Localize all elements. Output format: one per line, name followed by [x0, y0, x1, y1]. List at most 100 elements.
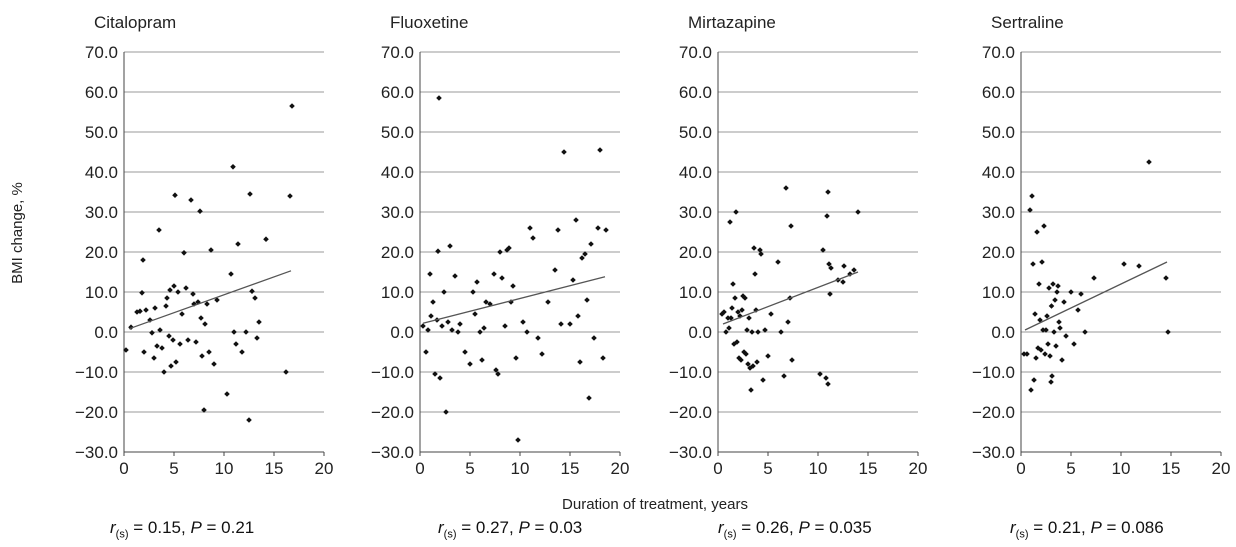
stat-r: r — [438, 518, 444, 537]
data-point — [185, 337, 191, 343]
data-point — [436, 95, 442, 101]
data-point — [177, 341, 183, 347]
data-point — [181, 250, 187, 256]
y-tick-label: 0.0 — [94, 323, 118, 342]
y-tick-label: 70.0 — [85, 43, 118, 62]
data-point — [591, 335, 597, 341]
data-point — [734, 339, 740, 345]
data-point — [156, 227, 162, 233]
data-point — [1033, 355, 1039, 361]
data-point — [1028, 387, 1034, 393]
data-point — [1163, 275, 1169, 281]
y-tick-label: 40.0 — [85, 163, 118, 182]
data-point — [755, 329, 761, 335]
data-point — [855, 209, 861, 215]
data-point — [530, 235, 536, 241]
data-point — [123, 347, 129, 353]
stat-sub: (s) — [443, 528, 457, 541]
data-point — [746, 315, 752, 321]
data-point — [1029, 193, 1035, 199]
data-point — [827, 291, 833, 297]
data-point — [825, 381, 831, 387]
data-point — [586, 395, 592, 401]
data-point — [190, 291, 196, 297]
data-point — [758, 251, 764, 257]
y-tick-label: 0.0 — [390, 323, 414, 342]
data-point — [151, 355, 157, 361]
y-tick-label: 60.0 — [679, 83, 712, 102]
data-point — [214, 297, 220, 303]
data-point — [1048, 379, 1054, 385]
y-tick-label: 0.0 — [991, 323, 1015, 342]
data-point — [738, 357, 744, 363]
data-point — [840, 279, 846, 285]
y-tick-label: 20.0 — [381, 243, 414, 262]
data-point — [1024, 351, 1030, 357]
data-point — [851, 267, 857, 273]
stat-p-value: = 0.03 — [534, 518, 583, 537]
panel-title: Sertraline — [991, 13, 1064, 32]
panel-title: Fluoxetine — [390, 13, 468, 32]
data-point — [233, 341, 239, 347]
data-point — [524, 329, 530, 335]
x-tick-label: 20 — [315, 459, 334, 478]
data-point — [1068, 289, 1074, 295]
stat-r-value: = 0.15, — [133, 518, 186, 537]
data-point — [726, 325, 732, 331]
data-point — [1043, 327, 1049, 333]
y-tick-label: 60.0 — [982, 83, 1015, 102]
y-tick-label: 50.0 — [982, 123, 1015, 142]
data-point — [817, 371, 823, 377]
data-point — [573, 217, 579, 223]
stat-p: P — [518, 518, 530, 537]
data-point — [545, 299, 551, 305]
y-tick-label: 10.0 — [679, 283, 712, 302]
data-point — [1063, 333, 1069, 339]
data-point — [141, 349, 147, 355]
data-point — [140, 257, 146, 263]
data-point — [1042, 351, 1048, 357]
data-point — [595, 225, 601, 231]
data-point — [765, 353, 771, 359]
y-tick-label: −10.0 — [371, 363, 414, 382]
y-tick-label: −20.0 — [972, 403, 1015, 422]
data-point — [171, 283, 177, 289]
data-point — [1037, 317, 1043, 323]
data-point — [789, 357, 795, 363]
stat-p-value: = 0.035 — [814, 518, 872, 537]
data-point — [247, 191, 253, 197]
data-point — [567, 321, 573, 327]
y-tick-label: 0.0 — [688, 323, 712, 342]
stat-r: r — [1010, 518, 1016, 537]
data-point — [752, 271, 758, 277]
data-point — [1121, 261, 1127, 267]
data-point — [1165, 329, 1171, 335]
x-tick-label: 20 — [909, 459, 928, 478]
data-point — [725, 315, 731, 321]
data-point — [1061, 299, 1067, 305]
data-point — [168, 363, 174, 369]
panel-title: Citalopram — [94, 13, 176, 32]
panel-1: Fluoxetine 70.0 60.0 50.0 40.0 30.0 20.0 10.0 0.… — [371, 13, 629, 478]
data-point — [561, 149, 567, 155]
data-point — [239, 349, 245, 355]
x-tick-label: 15 — [265, 459, 284, 478]
x-tick-label: 15 — [561, 459, 580, 478]
data-point — [477, 329, 483, 335]
stat-r: r — [718, 518, 724, 537]
data-point — [256, 319, 262, 325]
data-point — [230, 164, 236, 170]
data-point — [211, 361, 217, 367]
data-point — [173, 359, 179, 365]
y-tick-label: 10.0 — [381, 283, 414, 302]
x-tick-label: 5 — [465, 459, 474, 478]
trend-line — [128, 270, 292, 330]
data-point — [493, 367, 499, 373]
data-point — [535, 335, 541, 341]
data-point — [1045, 341, 1051, 347]
y-tick-label: 30.0 — [85, 203, 118, 222]
data-point — [577, 359, 583, 365]
data-point — [778, 329, 784, 335]
data-point — [823, 375, 829, 381]
data-point — [735, 309, 741, 315]
